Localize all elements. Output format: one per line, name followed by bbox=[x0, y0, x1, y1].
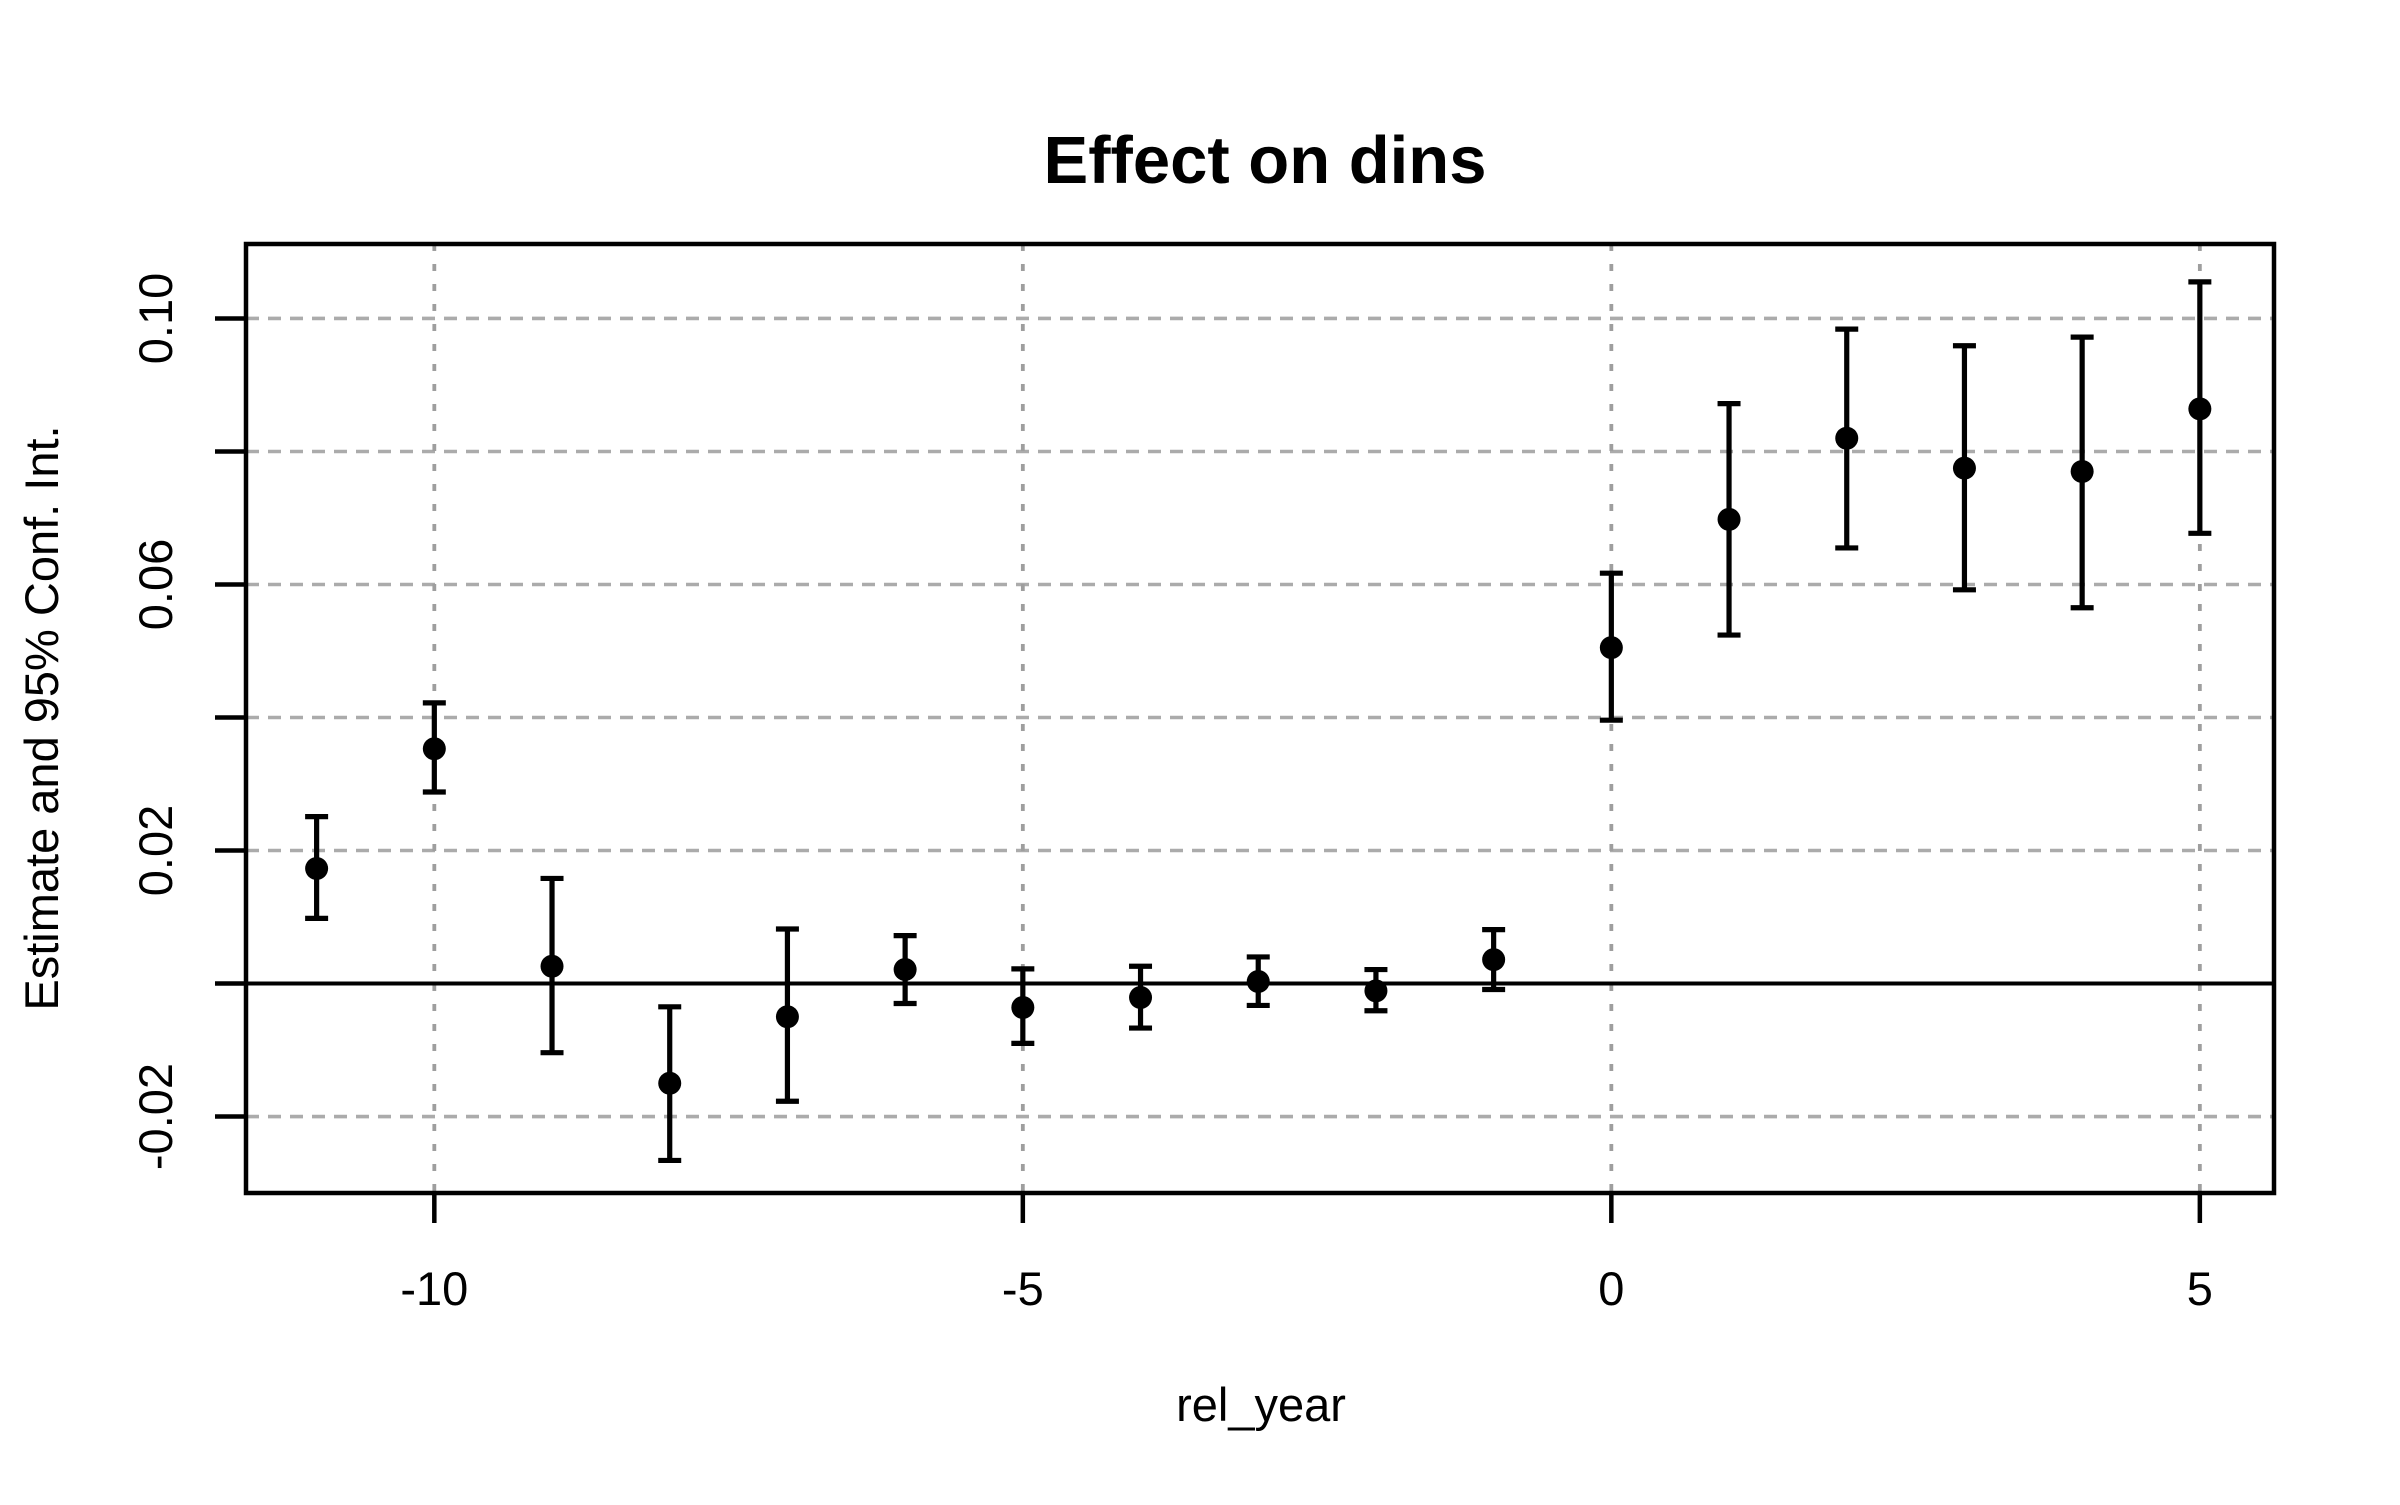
data-point bbox=[2070, 459, 2094, 483]
y-axis-title: Estimate and 95% Conf. Int. bbox=[15, 425, 68, 1010]
data-point bbox=[1835, 426, 1859, 450]
data-point bbox=[422, 737, 446, 761]
x-tick-label: -5 bbox=[1002, 1262, 1044, 1315]
y-tick-label: 0.10 bbox=[129, 273, 182, 364]
data-point bbox=[1599, 636, 1623, 660]
x-tick-label: -10 bbox=[400, 1262, 468, 1315]
axis-tick-layer: -10 -5 0 5 -0.02 0.02 0.06 0.10 bbox=[129, 273, 2213, 1315]
data-point bbox=[1246, 970, 1270, 994]
y-tick-label: 0.02 bbox=[129, 805, 182, 896]
data-point bbox=[305, 856, 329, 880]
x-tick-label: 0 bbox=[1598, 1262, 1624, 1315]
y-tick-label: -0.02 bbox=[129, 1063, 182, 1170]
data-point bbox=[1717, 507, 1741, 531]
x-axis-title: rel_year bbox=[1176, 1378, 1346, 1431]
data-point bbox=[2188, 397, 2212, 421]
data-point bbox=[1482, 948, 1506, 972]
y-tick-label: 0.06 bbox=[129, 539, 182, 630]
data-point bbox=[1364, 979, 1388, 1003]
data-layer bbox=[305, 279, 2212, 1164]
data-point bbox=[775, 1005, 799, 1029]
data-point bbox=[1011, 995, 1035, 1019]
data-point bbox=[1952, 456, 1976, 480]
chart-title: Effect on dins bbox=[1044, 123, 1487, 198]
data-point bbox=[658, 1071, 682, 1095]
data-point bbox=[540, 954, 564, 978]
x-tick-label: 5 bbox=[2187, 1262, 2213, 1315]
data-point bbox=[893, 958, 917, 982]
data-point bbox=[1129, 985, 1153, 1009]
